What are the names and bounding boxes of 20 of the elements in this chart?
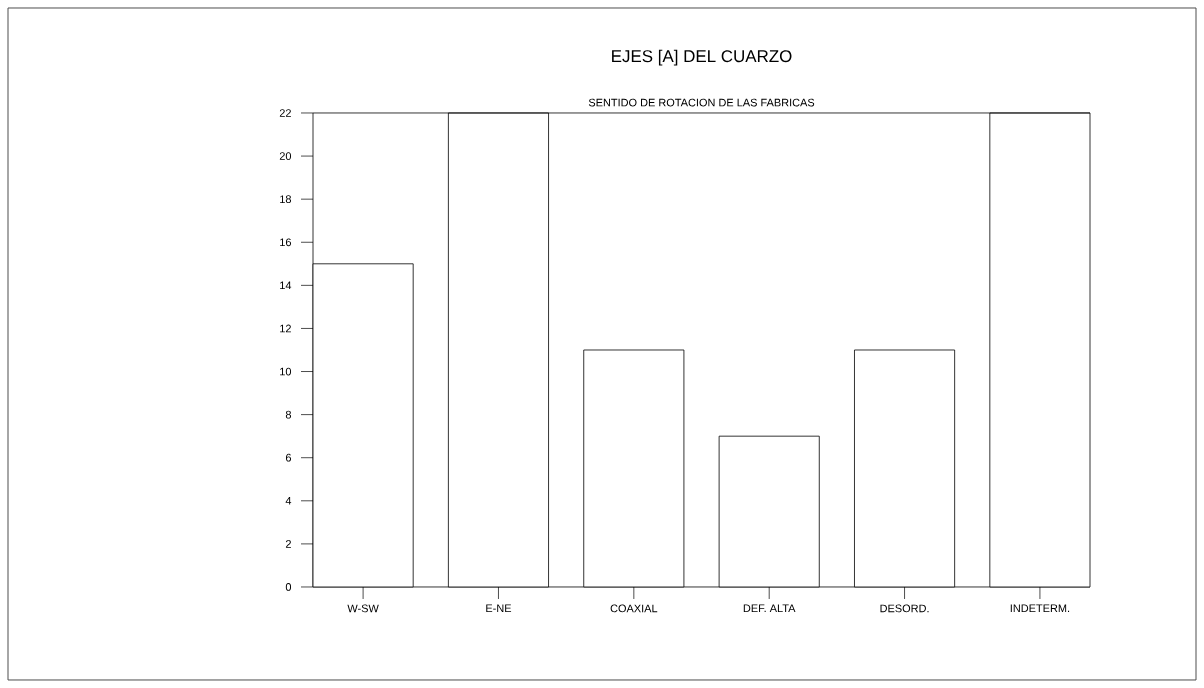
y-tick-label: 20 — [279, 152, 292, 160]
y-tick-label: 12 — [280, 324, 291, 333]
chart-title: EJES [A] DEL CUARZO — [612, 49, 792, 66]
y-tick-label: 16 — [280, 238, 291, 247]
y-tick-label: 6 — [285, 453, 291, 462]
x-tick-label: INDETERM. — [1010, 604, 1070, 613]
y-tick-label: 8 — [285, 410, 291, 419]
y-tick-label: 10 — [280, 367, 292, 376]
chart-subtitle: SENTIDO DE ROTACION DE LAS FABRICAS — [588, 98, 815, 107]
x-tick-label: DESORD. — [880, 604, 929, 613]
y-tick-label: 2 — [285, 540, 291, 548]
x-tick-label: COAXIAL — [610, 604, 658, 613]
y-tick-label: 0 — [285, 583, 292, 591]
y-tick-label: 22 — [279, 109, 291, 117]
x-tick-label: W-SW — [347, 604, 379, 613]
x-tick-label: E-NE — [486, 604, 512, 613]
y-tick-label: 4 — [285, 497, 292, 505]
y-tick-label: 14 — [280, 281, 292, 290]
x-tick-label: DEF. ALTA — [743, 604, 796, 613]
y-tick-label: 18 — [280, 195, 291, 204]
